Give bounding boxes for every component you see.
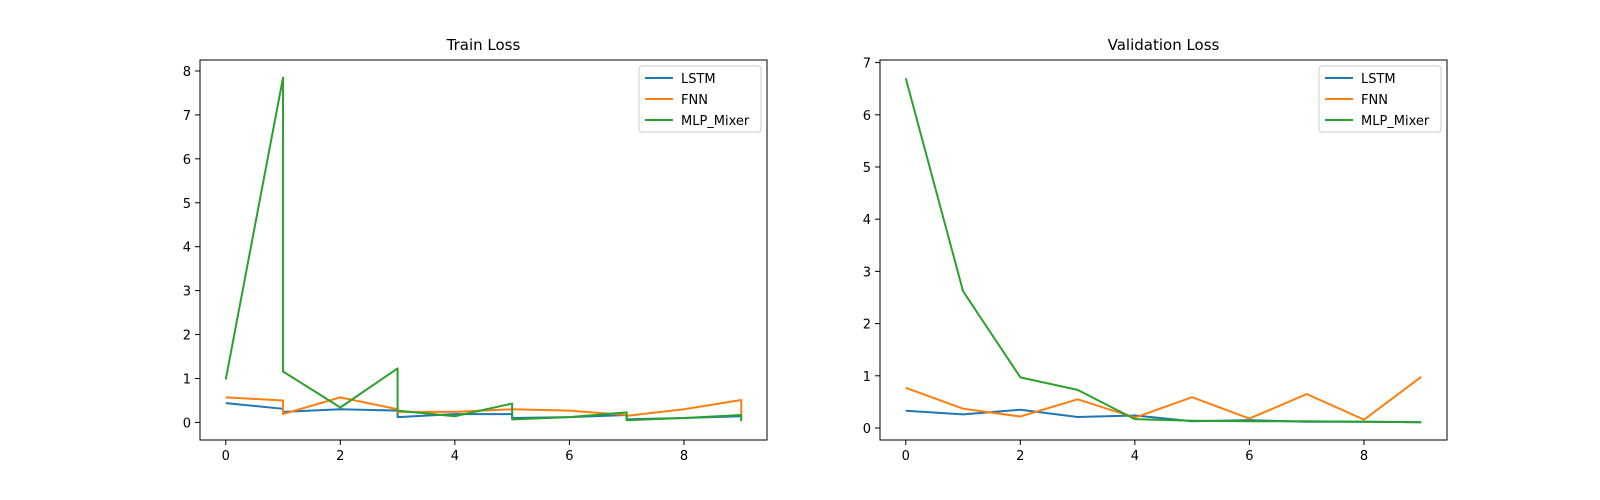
y-tick-label: 0 xyxy=(183,416,191,431)
legend-label: MLP_Mixer xyxy=(1361,114,1430,129)
y-tick-label: 4 xyxy=(183,241,191,256)
x-tick-label: 8 xyxy=(680,449,688,464)
legend-label: MLP_Mixer xyxy=(681,114,750,129)
y-tick-label: 4 xyxy=(863,213,871,228)
y-tick-label: 5 xyxy=(863,161,871,176)
y-tick-label: 2 xyxy=(863,318,871,333)
series-line-fnn xyxy=(905,376,1422,421)
legend-frame xyxy=(638,65,762,133)
series-line-mlp-mixer xyxy=(904,78,1422,424)
x-axis: 0 2 4 6 8 xyxy=(902,440,1368,464)
y-tick-label: 2 xyxy=(183,329,191,344)
x-tick-label: 4 xyxy=(451,449,459,464)
y-tick-label: 8 xyxy=(183,65,191,80)
legend-label: LSTM xyxy=(1361,72,1396,87)
y-axis: 0 1 2 3 4 5 6 7 xyxy=(863,57,880,437)
y-tick-label: 6 xyxy=(863,109,871,124)
axes-frame xyxy=(199,59,768,441)
plot-area xyxy=(904,78,1422,424)
y-tick-label: 1 xyxy=(863,370,871,385)
y-tick-label: 7 xyxy=(863,57,871,72)
x-tick-label: 4 xyxy=(1131,449,1139,464)
x-tick-label: 0 xyxy=(222,449,230,464)
legend-frame xyxy=(1318,65,1442,133)
chart-title: Train Loss xyxy=(446,36,521,54)
legend-label: LSTM xyxy=(681,72,716,87)
y-tick-label: 1 xyxy=(183,372,191,387)
x-axis: 0 2 4 6 8 xyxy=(222,440,688,464)
chart-title: Validation Loss xyxy=(1108,36,1220,54)
y-tick-label: 6 xyxy=(183,153,191,168)
y-axis: 0 1 2 3 4 5 6 7 8 xyxy=(183,65,200,431)
legend: LSTM FNN MLP_Mixer xyxy=(1318,65,1442,133)
x-tick-label: 2 xyxy=(336,449,344,464)
legend: LSTM FNN MLP_Mixer xyxy=(638,65,762,133)
x-tick-label: 8 xyxy=(1360,449,1368,464)
series-line-mlp-mixer xyxy=(224,76,743,422)
y-tick-label: 3 xyxy=(183,285,191,300)
x-tick-label: 0 xyxy=(902,449,910,464)
chart-train-loss: Train Loss 0 2 4 6 8 0 1 2 3 4 5 6 7 8 LSTM FNN MLP_Mi… xyxy=(183,36,768,464)
axes-frame xyxy=(879,59,1448,441)
y-tick-label: 7 xyxy=(183,109,191,124)
y-tick-label: 5 xyxy=(183,197,191,212)
y-tick-label: 3 xyxy=(863,265,871,280)
plot-area xyxy=(224,76,743,422)
x-tick-label: 6 xyxy=(565,449,573,464)
x-tick-label: 6 xyxy=(1245,449,1253,464)
x-tick-label: 2 xyxy=(1016,449,1024,464)
chart-validation-loss: Validation Loss 0 2 4 6 8 0 1 2 3 4 5 6 7 LSTM FNN ML… xyxy=(863,36,1448,464)
legend-label: FNN xyxy=(1361,93,1388,108)
legend-label: FNN xyxy=(681,93,708,108)
y-tick-label: 0 xyxy=(863,422,871,437)
